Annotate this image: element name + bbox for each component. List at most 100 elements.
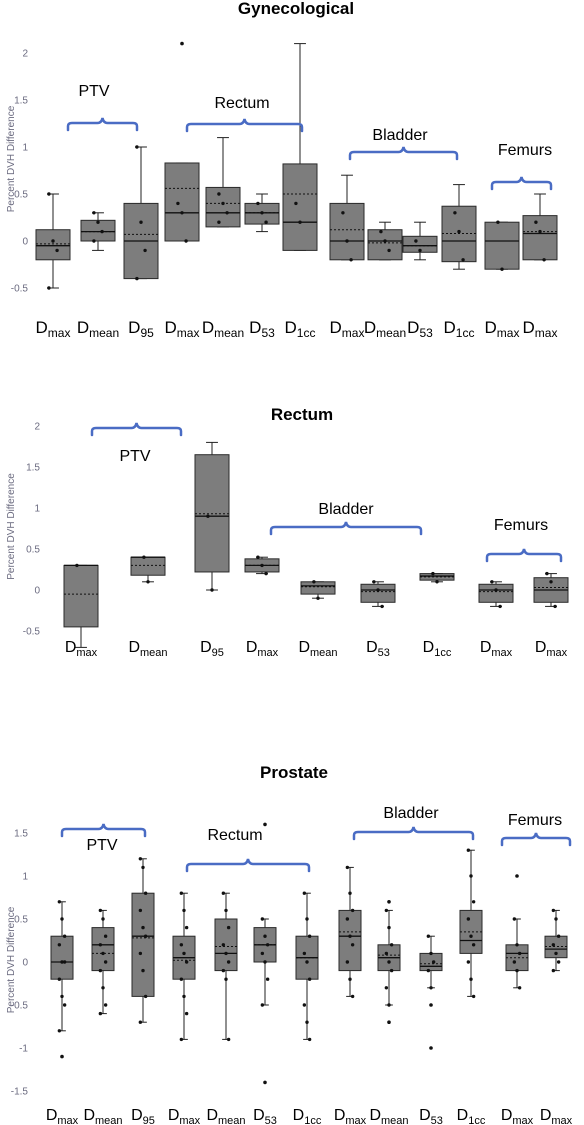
box-7 [329,174,365,262]
x-tick-label: Dmax [165,318,200,340]
data-point [345,917,350,921]
box-0 [35,192,71,290]
y-axis-label: Percent DVH Difference [6,473,17,580]
box-8 [533,571,569,609]
group-bracket [60,823,147,838]
data-point [556,934,561,938]
data-point [345,865,350,870]
y-axis-label: Percent DVH Difference [6,105,17,212]
data-point [260,1003,265,1007]
box-8 [377,900,401,1024]
group-label: Femurs [494,517,548,534]
data-point [60,994,64,999]
data-point [142,555,146,559]
x-tick-label: Dmax [523,318,558,340]
data-point [221,943,226,947]
iqr-box [91,927,115,972]
x-tick-label: Dmean [369,1107,408,1125]
data-point [98,908,103,913]
box-1 [91,908,115,1016]
x-tick-label: D1cc [444,318,475,340]
data-point [92,239,96,243]
group-bracket [348,146,459,161]
x-tick-label: Dmean [206,1107,245,1125]
data-point [471,943,476,947]
iqr-box [478,583,514,603]
outlier-point [180,41,184,46]
x-tick-label: Dmean [364,318,406,340]
group-bracket [66,117,139,132]
data-point [260,917,265,921]
data-point [138,908,143,913]
data-point [182,951,186,956]
x-tick-label: D53 [249,318,275,340]
data-point [176,201,180,206]
data-point [47,192,51,196]
data-point [62,934,67,938]
data-point [256,555,260,559]
data-point [226,925,231,930]
data-point [60,917,64,921]
data-point [182,994,186,999]
y-tick-label: 1 [22,143,28,154]
data-point [389,968,394,973]
box-5 [244,193,280,233]
outlier-point [263,1080,267,1085]
iqr-box [63,564,99,628]
data-point [512,960,517,964]
y-tick-label: -0.5 [23,627,41,638]
data-point [431,571,435,576]
data-point [350,943,355,947]
y-tick-label: 0.5 [14,915,28,926]
box-11 [484,220,520,271]
group-label: Rectum [207,827,262,844]
data-point [143,248,147,253]
y-axis-label: Percent DVH Difference [6,906,17,1013]
data-point [494,588,498,592]
data-point [221,891,226,895]
data-point [556,960,561,964]
box-3 [164,41,200,243]
data-point [469,934,473,938]
iqr-box [282,163,318,251]
data-point [345,960,350,964]
box-4 [205,137,241,228]
data-point [139,220,143,224]
y-tick-label: 1.5 [26,463,40,474]
box-9 [419,934,443,1050]
data-point [101,951,105,956]
chart-title: Rectum [271,405,333,424]
data-point [418,248,422,253]
data-point [256,201,260,206]
data-point [466,917,471,921]
data-point [98,968,103,973]
data-point [553,604,557,609]
data-point [51,239,55,243]
iqr-box [35,229,71,261]
iqr-box [522,215,558,261]
data-point [141,865,145,870]
y-tick-label: 1.5 [14,829,28,840]
data-point [517,986,522,990]
x-tick-label: D1cc [293,1107,322,1125]
box-1 [130,555,166,584]
data-point [103,960,108,964]
box-2 [123,145,159,281]
chart-0: Gynecological Percent DVH Difference -0.5 0… [6,0,558,340]
data-point [57,977,62,981]
data-point [466,848,471,852]
outlier-point [60,1054,64,1059]
data-point [182,908,186,913]
group-label: Femurs [498,142,552,159]
data-point [143,891,148,895]
data-point [498,604,502,609]
data-point [141,925,145,930]
y-tick-label: -0.5 [11,1001,29,1012]
box-7 [478,580,514,609]
iqr-box [50,935,74,980]
data-point [379,229,383,234]
data-point [179,943,184,947]
x-tick-label: Dmax [330,318,365,340]
box-6 [419,571,455,584]
